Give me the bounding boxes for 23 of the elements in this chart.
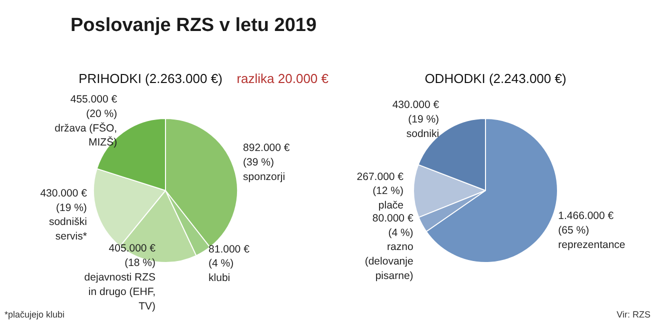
slice-label: klubi bbox=[208, 272, 230, 284]
slice-label: dejavnosti RZS in drugo (EHF, TV) bbox=[84, 272, 156, 312]
data-label: 405.000 € (18 %) bbox=[108, 242, 156, 270]
text: razlika 20.000 € bbox=[236, 71, 330, 86]
slice-label: sodniški servis* bbox=[48, 216, 87, 243]
slice-label: razno (delovanje pisarne) bbox=[364, 241, 414, 282]
data-label: 267.000 € (12 %) bbox=[356, 170, 404, 198]
data-label: 430.000 € (19 %) bbox=[392, 99, 440, 126]
text: Poslovanje RZS v letu 2019 bbox=[70, 15, 317, 36]
slice-label: sponzorji bbox=[243, 170, 286, 183]
data-label: 1.466.000 € (65 %) bbox=[558, 210, 614, 236]
slice-label: sodniki bbox=[406, 128, 440, 140]
data-label: 80.000 € (4 %) bbox=[372, 212, 414, 239]
data-label: 430.000 € (19 %) bbox=[40, 187, 88, 214]
data-label: 455.000 € (20 %) bbox=[70, 93, 118, 120]
chart-title: ODHODKI (2.243.000 €) bbox=[424, 71, 566, 86]
text: *plačujejo klubi bbox=[4, 310, 65, 320]
slice-label: reprezentance bbox=[558, 238, 626, 251]
slice-label: plače bbox=[378, 200, 404, 212]
chart-title: PRIHODKI (2.263.000 €) bbox=[78, 71, 222, 86]
data-label: 892.000 € (39 %) bbox=[243, 142, 290, 168]
data-label: 81.000 € (4 %) bbox=[208, 243, 250, 270]
text: Vir: RZS bbox=[616, 310, 651, 320]
